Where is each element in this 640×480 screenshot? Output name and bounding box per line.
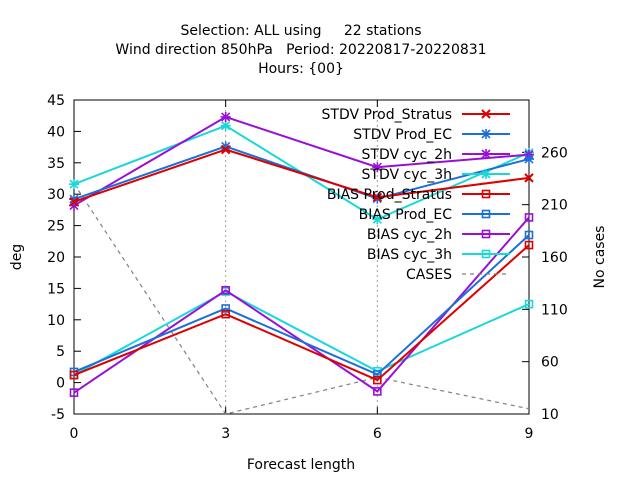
series-line bbox=[73, 148, 530, 203]
legend: STDV Prod_Stratus STDV Prod_EC STDV cyc_2h… bbox=[322, 107, 510, 283]
data-point bbox=[524, 240, 534, 250]
data-point bbox=[221, 285, 230, 295]
y-tick-label: 15 bbox=[47, 281, 65, 297]
legend-item: STDV Prod_Stratus bbox=[322, 107, 510, 123]
series-bias-cyc-2h bbox=[69, 213, 534, 397]
series-line bbox=[73, 290, 530, 376]
legend-item: BIAS cyc_2h bbox=[367, 227, 510, 243]
legend-label: BIAS cyc_2h bbox=[367, 227, 452, 243]
data-point bbox=[220, 120, 231, 131]
series-stdv-cyc-2h bbox=[69, 111, 534, 211]
y-tick-label: 5 bbox=[56, 344, 65, 360]
data-point bbox=[69, 388, 79, 397]
data-point bbox=[372, 162, 383, 173]
x-axis: 0 3 6 9 bbox=[70, 100, 534, 442]
legend-swatch-marker bbox=[481, 189, 491, 199]
legend-item: BIAS Prod_EC bbox=[359, 207, 510, 223]
x-tick-label: 3 bbox=[221, 426, 230, 442]
data-point bbox=[372, 192, 383, 203]
legend-item: STDV Prod_EC bbox=[353, 127, 510, 143]
data-point bbox=[372, 214, 383, 225]
y2-tick-label: 210 bbox=[541, 198, 568, 214]
y2-axis: 10 60 110 160 210 260 bbox=[522, 145, 568, 423]
series-stdv-prod-stratus bbox=[69, 144, 534, 207]
data-point bbox=[69, 370, 79, 380]
data-point bbox=[69, 194, 79, 205]
data-point bbox=[69, 179, 79, 190]
grid bbox=[225, 100, 378, 414]
series-bias-prod-stratus bbox=[69, 240, 534, 385]
data-point bbox=[373, 375, 382, 385]
series-line bbox=[73, 244, 530, 382]
title-line: Selection: ALL using 22 stations bbox=[180, 23, 421, 39]
data-point bbox=[524, 299, 534, 309]
data-point bbox=[373, 370, 382, 379]
x-tick-label: 6 bbox=[373, 426, 382, 442]
legend-label: STDV cyc_3h bbox=[362, 167, 452, 183]
data-point bbox=[220, 141, 231, 152]
legend-swatch-marker bbox=[481, 249, 491, 259]
data-point bbox=[69, 197, 79, 207]
data-point bbox=[373, 387, 382, 396]
data-point bbox=[221, 309, 230, 319]
y-tick-label: 20 bbox=[47, 250, 65, 266]
data-point bbox=[524, 213, 534, 222]
y2-axis-label: No cases bbox=[592, 226, 608, 289]
data-point bbox=[221, 304, 230, 313]
legend-swatch-marker bbox=[481, 209, 491, 219]
data-point bbox=[220, 111, 231, 122]
series-cases bbox=[73, 183, 530, 415]
legend-label: BIAS Prod_Stratus bbox=[327, 187, 452, 203]
legend-swatch-marker bbox=[481, 149, 491, 159]
title-line: Hours: {00} bbox=[258, 61, 344, 77]
title-line: Wind direction 850hPa Period: 20220817-2… bbox=[115, 42, 486, 58]
legend-swatch-marker bbox=[481, 169, 491, 179]
y-tick-label: 10 bbox=[47, 313, 65, 329]
legend-item: CASES bbox=[406, 267, 510, 283]
y-tick-label: -5 bbox=[51, 407, 65, 423]
plot-frame bbox=[73, 99, 530, 415]
y2-tick-label: 10 bbox=[541, 407, 559, 423]
legend-swatch-marker bbox=[481, 109, 491, 119]
legend-label: STDV Prod_Stratus bbox=[322, 107, 452, 123]
series-line bbox=[73, 234, 530, 376]
series-line bbox=[73, 115, 530, 207]
y-tick-label: 45 bbox=[47, 93, 65, 109]
y-axis: -5 0 5 10 15 20 25 30 35 40 45 bbox=[47, 93, 81, 423]
y-tick-label: 40 bbox=[47, 124, 65, 140]
y2-tick-label: 60 bbox=[541, 355, 559, 371]
legend-item: STDV cyc_3h bbox=[362, 167, 510, 183]
y2-tick-label: 260 bbox=[541, 145, 568, 161]
y-tick-label: 25 bbox=[47, 219, 65, 235]
y-tick-label: 30 bbox=[47, 187, 65, 203]
legend-item: BIAS Prod_Stratus bbox=[327, 187, 510, 203]
data-point bbox=[524, 230, 534, 240]
y-axis-label: deg bbox=[9, 244, 25, 270]
series-layer bbox=[69, 111, 534, 415]
legend-label: BIAS Prod_EC bbox=[359, 207, 453, 223]
series-line bbox=[73, 183, 530, 415]
y-tick-label: 35 bbox=[47, 156, 65, 172]
data-point bbox=[220, 144, 231, 155]
legend-label: STDV Prod_EC bbox=[353, 127, 452, 143]
y2-tick-label: 160 bbox=[541, 250, 568, 266]
legend-label: STDV cyc_2h bbox=[362, 147, 452, 163]
legend-swatch-marker bbox=[481, 229, 491, 239]
legend-label: BIAS cyc_3h bbox=[367, 247, 452, 263]
x-tick-label: 9 bbox=[525, 426, 534, 442]
chart-title: Selection: ALL using 22 stations Wind dir… bbox=[115, 23, 486, 77]
legend-swatch-marker bbox=[481, 129, 491, 139]
data-point bbox=[524, 154, 534, 165]
data-point bbox=[69, 200, 79, 211]
legend-item: STDV cyc_2h bbox=[362, 147, 510, 163]
legend-item: BIAS cyc_3h bbox=[367, 247, 510, 263]
x-axis-label: Forecast length bbox=[247, 457, 355, 473]
y-tick-label: 0 bbox=[56, 376, 65, 392]
legend-label: CASES bbox=[406, 267, 452, 283]
y2-tick-label: 110 bbox=[541, 302, 568, 318]
data-point bbox=[524, 173, 534, 183]
series-bias-cyc-3h bbox=[69, 287, 534, 380]
x-tick-label: 0 bbox=[70, 426, 79, 442]
